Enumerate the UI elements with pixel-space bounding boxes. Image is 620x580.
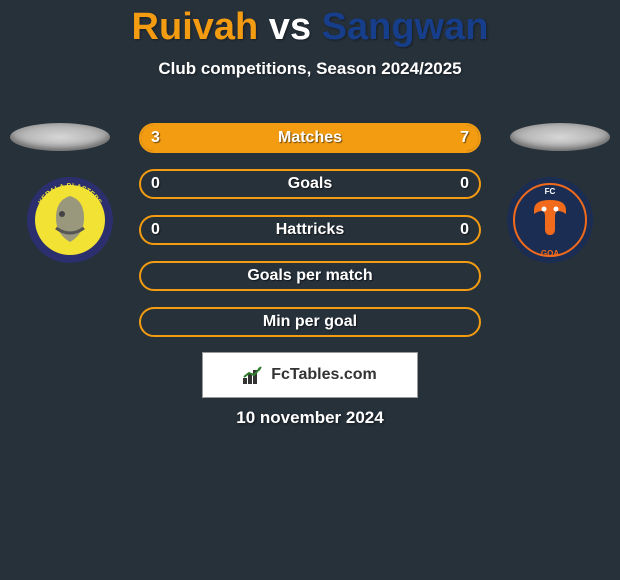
stat-row-min-per-goal: Min per goal bbox=[139, 307, 481, 337]
stat-value-right: 7 bbox=[460, 123, 469, 153]
player-left-avatar-placeholder bbox=[10, 123, 110, 151]
club-right-badge: FC GOA bbox=[500, 176, 600, 264]
stat-label: Min per goal bbox=[139, 307, 481, 337]
stat-row-goals: 0Goals0 bbox=[139, 169, 481, 199]
player-right-avatar-placeholder bbox=[510, 123, 610, 151]
stat-label: Goals per match bbox=[139, 261, 481, 291]
stat-label: Hattricks bbox=[139, 215, 481, 245]
title-separator: vs bbox=[258, 6, 321, 48]
stat-label: Goals bbox=[139, 169, 481, 199]
svg-text:FC: FC bbox=[545, 187, 556, 196]
stat-row-goals-per-match: Goals per match bbox=[139, 261, 481, 291]
subtitle: Club competitions, Season 2024/2025 bbox=[0, 59, 620, 79]
stat-label: Matches bbox=[139, 123, 481, 153]
stat-value-right: 0 bbox=[460, 169, 469, 199]
brand-watermark: FcTables.com bbox=[202, 352, 418, 398]
stat-row-matches: 3Matches7 bbox=[139, 123, 481, 153]
brand-text: FcTables.com bbox=[271, 366, 377, 384]
comparison-title: Ruivah vs Sangwan bbox=[0, 0, 620, 49]
comparison-bars: 3Matches70Goals00Hattricks0Goals per mat… bbox=[139, 123, 481, 353]
svg-text:GOA: GOA bbox=[541, 249, 559, 258]
club-left-badge: KERALA BLASTERS bbox=[20, 176, 120, 264]
stat-row-hattricks: 0Hattricks0 bbox=[139, 215, 481, 245]
stat-value-right: 0 bbox=[460, 215, 469, 245]
date-text: 10 november 2024 bbox=[0, 408, 620, 428]
player-left-name: Ruivah bbox=[132, 6, 259, 48]
player-right-name: Sangwan bbox=[322, 6, 489, 48]
